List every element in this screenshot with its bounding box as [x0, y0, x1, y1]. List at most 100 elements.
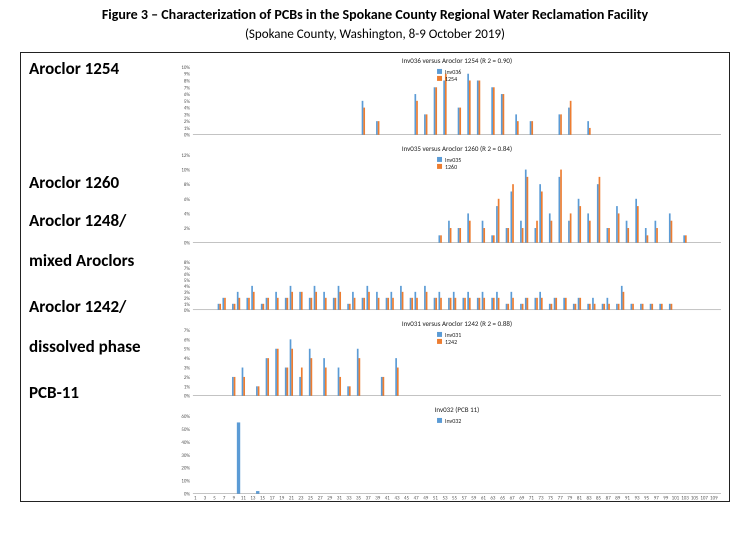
svg-text:29: 29: [327, 495, 333, 501]
side-label: Aroclor 1260: [29, 173, 119, 193]
svg-text:55: 55: [452, 495, 458, 501]
svg-text:9%: 9%: [184, 72, 191, 78]
svg-text:2%: 2%: [184, 296, 191, 302]
svg-text:101: 101: [672, 495, 680, 501]
svg-text:33: 33: [346, 495, 352, 501]
svg-text:6%: 6%: [184, 196, 191, 202]
svg-text:93: 93: [634, 495, 640, 501]
svg-text:50%: 50%: [181, 427, 190, 433]
side-label: dissolved phase: [29, 337, 141, 357]
svg-text:107: 107: [700, 495, 708, 501]
svg-text:75: 75: [548, 495, 554, 501]
svg-text:57: 57: [462, 495, 468, 501]
svg-text:7%: 7%: [184, 328, 191, 334]
svg-text:79: 79: [567, 495, 573, 501]
panel-title: Inv032 (PCB 11): [435, 405, 480, 414]
svg-text:3%: 3%: [184, 366, 191, 372]
svg-text:61: 61: [481, 495, 487, 501]
svg-text:6%: 6%: [184, 92, 191, 98]
svg-text:8%: 8%: [184, 182, 191, 188]
svg-text:83: 83: [586, 495, 592, 501]
svg-text:95: 95: [644, 495, 650, 501]
svg-text:65: 65: [500, 495, 506, 501]
svg-text:47: 47: [414, 495, 420, 501]
svg-text:1: 1: [194, 495, 197, 501]
svg-text:67: 67: [510, 495, 516, 501]
svg-text:10%: 10%: [181, 478, 190, 484]
svg-text:19: 19: [279, 495, 285, 501]
svg-text:1254: 1254: [445, 75, 457, 83]
svg-text:25: 25: [308, 495, 314, 501]
svg-text:89: 89: [615, 495, 621, 501]
svg-text:60%: 60%: [181, 414, 190, 420]
svg-text:39: 39: [375, 495, 381, 501]
side-label: Aroclor 1248/: [29, 211, 126, 231]
svg-text:0%: 0%: [184, 240, 191, 246]
svg-text:7: 7: [223, 495, 226, 501]
svg-text:27: 27: [318, 495, 324, 501]
side-label: Aroclor 1254: [29, 59, 119, 79]
svg-text:9: 9: [233, 495, 236, 501]
svg-text:49: 49: [423, 495, 429, 501]
svg-text:4%: 4%: [184, 356, 191, 362]
panel-title: Inv036 versus Aroclor 1254 (R 2 = 0.90): [402, 56, 512, 65]
svg-text:23: 23: [298, 495, 304, 501]
svg-text:10%: 10%: [181, 167, 190, 173]
svg-text:3: 3: [204, 495, 207, 501]
svg-text:43: 43: [394, 495, 400, 501]
svg-text:13: 13: [250, 495, 256, 501]
svg-text:85: 85: [596, 495, 602, 501]
svg-text:0%: 0%: [184, 308, 191, 314]
svg-text:17: 17: [270, 495, 276, 501]
chart-panel-p1242: 0%1%2%3%4%5%6%7%Inv031 versus Aroclor 12…: [171, 318, 725, 404]
svg-text:1242: 1242: [445, 338, 457, 346]
svg-text:8%: 8%: [184, 260, 191, 266]
svg-text:81: 81: [577, 495, 583, 501]
chart-panel-p1248: 0%1%2%3%4%5%6%7%8%: [171, 250, 725, 318]
svg-text:1%: 1%: [184, 384, 191, 390]
svg-text:3%: 3%: [184, 112, 191, 118]
svg-text:41: 41: [385, 495, 391, 501]
svg-text:71: 71: [529, 495, 535, 501]
svg-text:53: 53: [442, 495, 448, 501]
svg-text:15: 15: [260, 495, 266, 501]
svg-text:11: 11: [241, 495, 247, 501]
svg-text:2%: 2%: [184, 119, 191, 125]
svg-text:5%: 5%: [184, 278, 191, 284]
svg-text:2%: 2%: [184, 375, 191, 381]
svg-text:Inv032: Inv032: [445, 417, 461, 425]
svg-text:45: 45: [404, 495, 410, 501]
svg-text:12%: 12%: [181, 153, 190, 159]
side-label: PCB-11: [29, 383, 79, 403]
svg-text:51: 51: [433, 495, 439, 501]
chart-panel-pcb11: 0%10%20%30%40%50%60%13579111315171921232…: [171, 404, 725, 502]
svg-text:99: 99: [663, 495, 669, 501]
svg-text:0%: 0%: [184, 133, 191, 139]
svg-text:59: 59: [471, 495, 477, 501]
svg-text:73: 73: [538, 495, 544, 501]
svg-text:4%: 4%: [184, 211, 191, 217]
svg-text:1%: 1%: [184, 302, 191, 308]
svg-text:21: 21: [289, 495, 295, 501]
svg-text:5: 5: [213, 495, 216, 501]
svg-text:7%: 7%: [184, 266, 191, 272]
side-label: mixed Aroclors: [29, 251, 134, 271]
svg-text:105: 105: [691, 495, 699, 501]
svg-text:30%: 30%: [181, 453, 190, 459]
panel-title: Inv031 versus Aroclor 1242 (R 2 = 0.88): [402, 319, 512, 328]
svg-text:87: 87: [606, 495, 612, 501]
panel-title: Inv035 versus Aroclor 1260 (R 2 = 0.84): [402, 144, 512, 153]
svg-text:8%: 8%: [184, 78, 191, 84]
svg-text:40%: 40%: [181, 440, 190, 446]
side-labels-column: Aroclor 1254 Aroclor 1260 Aroclor 1248/mix…: [21, 53, 171, 501]
chart-panel-p1260: 0%2%4%6%8%10%12%Inv035 versus Aroclor 12…: [171, 143, 725, 251]
svg-text:10%: 10%: [181, 65, 190, 71]
svg-text:35: 35: [356, 495, 362, 501]
svg-text:0%: 0%: [184, 394, 191, 400]
svg-text:1%: 1%: [184, 126, 191, 132]
svg-text:109: 109: [710, 495, 718, 501]
svg-text:4%: 4%: [184, 106, 191, 112]
svg-text:97: 97: [654, 495, 660, 501]
svg-text:31: 31: [337, 495, 343, 501]
svg-text:6%: 6%: [184, 272, 191, 278]
